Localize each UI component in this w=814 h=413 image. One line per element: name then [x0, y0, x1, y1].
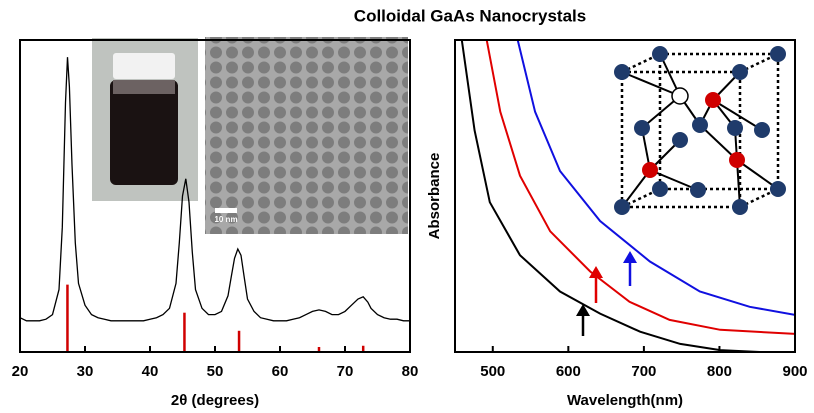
x-tick-label: 700 — [631, 363, 656, 380]
vial-photo-inset — [92, 38, 198, 201]
x-tick-label: 30 — [77, 363, 94, 380]
axes-frame — [454, 39, 796, 353]
crystal-structure-inset — [614, 46, 786, 215]
plot-area — [460, 40, 795, 352]
x-tick-label: 60 — [272, 363, 289, 380]
x-tick-label: 600 — [556, 363, 581, 380]
x-tick-label: 900 — [782, 363, 807, 380]
scale-bar-label: 10 nm — [214, 215, 237, 224]
x-axis-label: Wavelength(nm) — [567, 392, 683, 409]
absorbance-curve — [460, 40, 760, 352]
y-axis-label: Absorbance — [426, 153, 443, 240]
x-axis-label: 2θ (degrees) — [171, 392, 259, 409]
x-tick-label: 800 — [707, 363, 732, 380]
x-tick-label: 20 — [12, 363, 29, 380]
plot-area — [20, 57, 410, 352]
absorbance-curve — [516, 40, 795, 316]
arrows — [576, 251, 637, 336]
x-tick-label: 500 — [480, 363, 505, 380]
xrd-trace — [20, 57, 410, 322]
figure-title: Colloidal GaAs Nanocrystals — [354, 6, 586, 25]
tem-inset — [205, 37, 408, 234]
absorbance-curve — [485, 40, 795, 335]
x-tick-label: 80 — [402, 363, 419, 380]
x-tick-label: 50 — [207, 363, 224, 380]
x-tick-label: 40 — [142, 363, 159, 380]
x-tick-label: 70 — [337, 363, 354, 380]
